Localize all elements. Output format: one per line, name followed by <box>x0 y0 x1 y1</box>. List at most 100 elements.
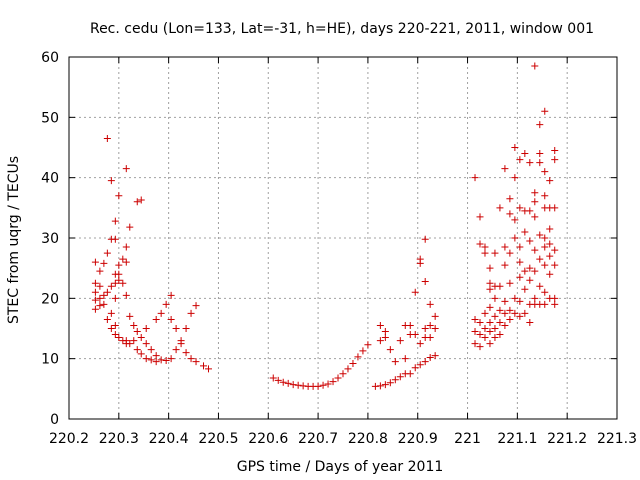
data-point <box>431 352 439 360</box>
data-point <box>541 234 549 242</box>
data-point <box>386 346 394 354</box>
data-point <box>339 370 347 378</box>
data-point <box>406 321 414 329</box>
data-point <box>486 285 494 293</box>
data-point <box>162 300 170 308</box>
data-point <box>551 246 559 254</box>
data-point <box>126 312 134 320</box>
data-point <box>511 174 519 182</box>
data-point <box>516 243 524 251</box>
data-point <box>516 156 524 164</box>
data-point <box>115 276 123 284</box>
data-point <box>481 249 489 257</box>
data-point <box>401 355 409 363</box>
data-point <box>486 279 494 287</box>
data-point <box>501 297 509 305</box>
data-point <box>541 300 549 308</box>
data-point <box>96 267 104 275</box>
x-tick-labels: 220.2 220.3 220.4 220.5 220.6 220.7 220.8 220.9… <box>49 431 637 447</box>
data-point <box>491 334 499 342</box>
data-point <box>551 261 559 269</box>
data-point <box>476 318 484 326</box>
data-point <box>426 334 434 342</box>
data-point <box>122 258 130 266</box>
data-point <box>96 302 104 310</box>
data-point <box>411 331 419 339</box>
data-point <box>496 331 504 339</box>
data-point <box>516 297 524 305</box>
data-point <box>491 312 499 320</box>
data-point <box>91 258 99 266</box>
data-point <box>329 378 337 386</box>
data-point <box>481 334 489 342</box>
data-point <box>103 134 111 142</box>
data-point <box>103 249 111 257</box>
data-point <box>506 195 514 203</box>
data-point <box>152 358 160 366</box>
data-point <box>100 291 108 299</box>
data-point <box>157 356 165 364</box>
data-point <box>204 365 212 373</box>
data-point <box>551 147 559 155</box>
data-point <box>476 343 484 351</box>
data-point <box>192 302 200 310</box>
data-point <box>100 259 108 267</box>
data-point <box>192 358 200 366</box>
data-point <box>536 231 544 239</box>
data-point <box>107 325 115 332</box>
data-point <box>491 249 499 257</box>
x-tick-label: 220.7 <box>298 431 338 447</box>
data-point <box>521 228 529 236</box>
data-point <box>137 196 145 204</box>
data-point <box>471 315 479 323</box>
data-point <box>531 213 539 221</box>
data-point <box>324 380 332 388</box>
data-point <box>416 259 424 267</box>
data-point <box>426 300 434 308</box>
data-point <box>107 309 115 317</box>
data-point <box>133 346 141 354</box>
data-point <box>137 350 145 358</box>
data-point <box>541 261 549 269</box>
data-point <box>511 234 519 242</box>
x-tick-label: 220.6 <box>248 431 288 447</box>
data-point <box>103 315 111 323</box>
data-point <box>546 240 554 248</box>
data-point <box>103 288 111 296</box>
data-point <box>319 381 327 389</box>
data-point <box>506 315 514 323</box>
data-point <box>137 334 145 342</box>
y-axis-label: STEC from uqrg / TECUs <box>6 156 22 324</box>
data-point <box>481 325 489 332</box>
data-point <box>349 359 357 367</box>
data-point <box>521 150 529 158</box>
data-point <box>289 381 297 389</box>
data-point <box>115 261 123 269</box>
x-tick-label: 220.4 <box>149 431 189 447</box>
data-point <box>516 273 524 281</box>
data-point <box>506 249 514 257</box>
data-point <box>100 300 108 308</box>
data-point <box>486 340 494 348</box>
data-point <box>491 325 499 332</box>
data-point <box>476 240 484 248</box>
grid-lines <box>69 57 617 419</box>
data-point <box>416 340 424 348</box>
data-point <box>406 370 414 378</box>
y-tick-label: 10 <box>41 352 59 368</box>
x-tick-label: 220.9 <box>398 431 438 447</box>
data-point <box>531 267 539 275</box>
data-point <box>91 288 99 296</box>
data-point <box>119 279 127 287</box>
data-point <box>526 159 534 167</box>
data-point <box>496 282 504 290</box>
data-point <box>111 331 119 339</box>
x-axis-label: GPS time / Days of year 2011 <box>237 459 444 475</box>
data-point <box>526 318 534 326</box>
x-tick-label: 220.8 <box>348 431 388 447</box>
y-tick-labels: 0 10 20 30 40 50 60 <box>41 50 59 428</box>
data-point <box>142 340 150 348</box>
data-point <box>531 246 539 254</box>
x-tick-label: 221 <box>454 431 481 447</box>
